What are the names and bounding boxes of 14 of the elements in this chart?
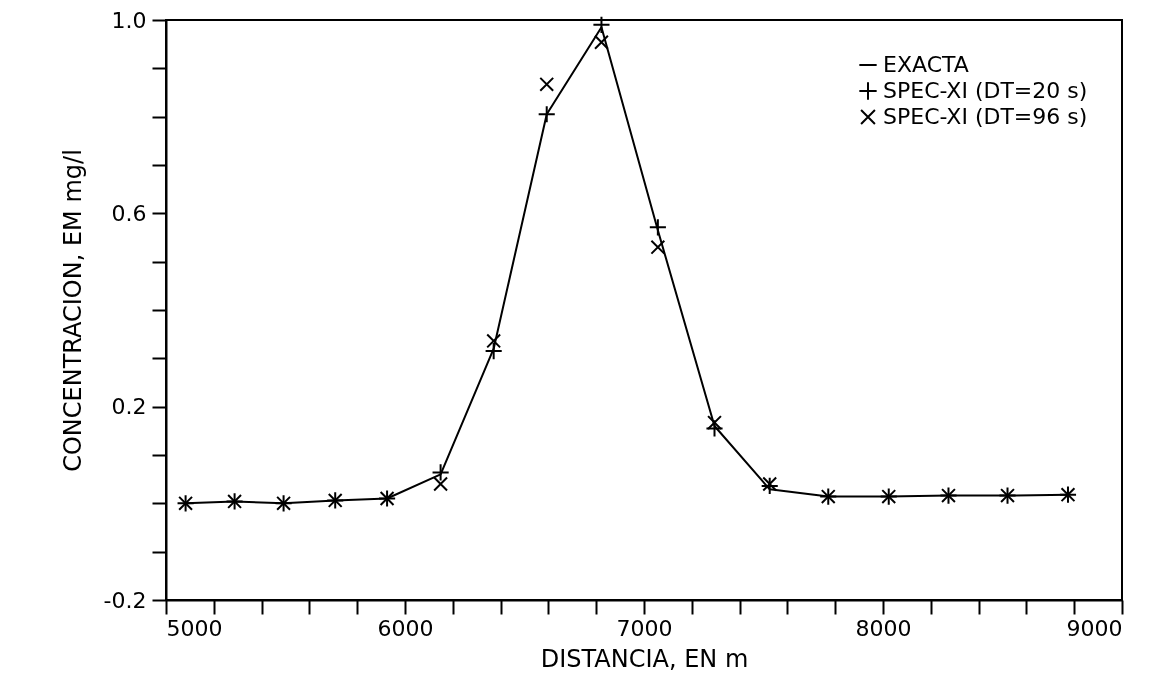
x-tick-label: 9000 (1066, 615, 1123, 641)
y-tick-label: 1.0 (111, 7, 147, 33)
x-tick-label: 5000 (166, 615, 223, 641)
y-tick-label: 0.6 (111, 200, 147, 226)
x-axis-title: DISTANCIA, EN m (540, 644, 749, 673)
legend-label: SPEC-XI (DT=96 s) (883, 104, 1088, 129)
y-tick-label: -0.2 (103, 587, 147, 613)
legend-label: SPEC-XI (DT=20 s) (883, 78, 1088, 103)
x-tick-label: 7000 (616, 615, 673, 641)
y-tick-label: 0.2 (111, 394, 147, 420)
y-axis-title: CONCENTRACION, EM mg/l (58, 149, 87, 472)
x-tick-label: 6000 (377, 615, 434, 641)
x-tick-label: 8000 (855, 615, 912, 641)
legend-label: EXACTA (883, 52, 969, 77)
